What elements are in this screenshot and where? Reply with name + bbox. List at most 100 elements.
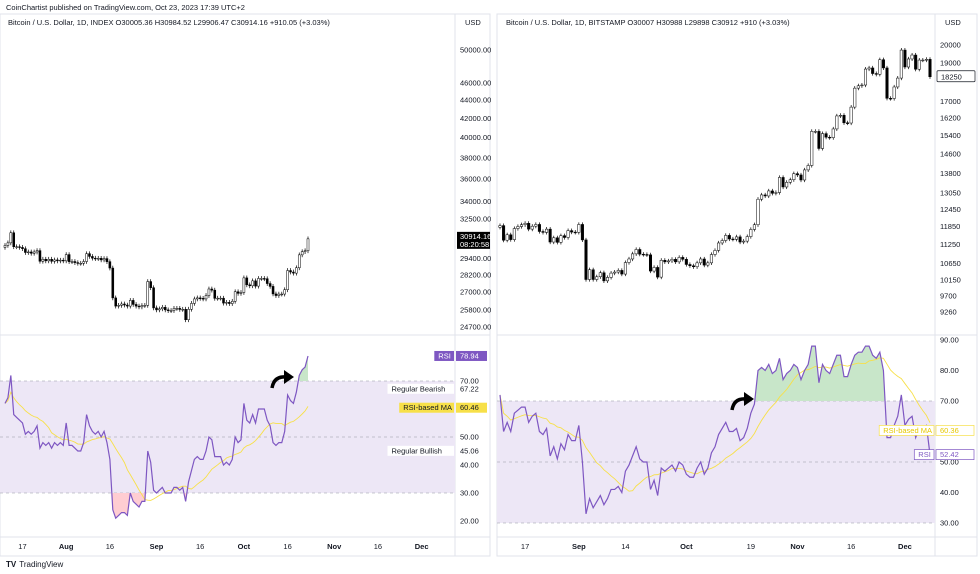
candle [166,307,170,314]
candle [584,237,588,282]
candle [537,222,541,234]
time-tick-label: Oct [680,542,693,551]
candle [117,302,120,309]
candle [137,303,141,310]
candle [149,279,152,291]
candle [190,301,193,312]
candle [187,306,190,323]
candle [860,82,864,88]
candle [140,303,144,310]
candle [541,229,545,235]
candle [207,286,211,298]
candle [717,240,721,253]
candle [123,301,126,308]
candle [899,47,903,81]
candle [9,230,13,246]
countdown-label: 08:20:58 [460,240,489,249]
time-tick-label: 16 [374,542,382,551]
price-tick-label: 36000.00 [460,175,491,184]
candle [129,298,132,309]
candle [44,256,48,264]
last-price-marker [936,70,976,83]
right-currency-button[interactable]: USD [945,18,961,27]
candle [76,260,80,266]
candle [756,197,760,227]
candle [85,251,88,264]
candle [889,96,893,101]
rsi-tick-label: 70.00 [940,397,959,406]
candle [738,234,742,245]
chart-left[interactable]: 50000.00 46000.00 44000.00 42000.00 40000.00… [0,13,491,557]
price-tick-label: 9260 [940,308,957,317]
price-tick-label: 20000 [940,41,961,50]
candle [842,113,846,125]
time-tick-label: Dec [415,542,429,551]
chart-frame [496,13,978,557]
candle [152,285,155,311]
left-chart-title: Bitcoin / U.S. Dollar, 1D, INDEX O30005.… [8,18,330,27]
candle [824,131,828,140]
rsi-tick-label: 80.00 [940,366,959,375]
rsi-label-rsi-based-ma: RSI-based MA 60.46 [399,402,487,413]
candle [498,223,502,230]
rsi-tick-label: 40.00 [940,488,959,497]
candle [731,236,735,242]
candle [652,265,656,274]
publisher-line: CoinChartist published on TradingView.co… [6,3,245,12]
candle [874,71,878,77]
candle [885,65,889,101]
candle [21,245,24,252]
candle [228,299,231,306]
candle [666,258,670,264]
candle [505,232,509,243]
chart-frame [0,13,491,557]
rsi-label-rsi-based-ma: RSI-based MA 60.36 [878,425,975,436]
rsi-tick-label: 30.00 [940,519,959,528]
candle [24,246,27,255]
candle [914,52,918,72]
left-currency-button[interactable]: USD [465,18,481,27]
price-tick-label: 32500.00 [460,215,491,224]
candle [286,268,289,293]
candle [251,278,254,289]
price-tick-label: 16200 [940,114,961,123]
rsi-tick-label: 20.00 [460,517,479,526]
candle [300,249,304,258]
candle [245,275,249,288]
time-tick-label: Oct [238,542,251,551]
candle [519,222,524,229]
price-tick-label: 38000.00 [460,153,491,162]
candle [94,255,97,261]
candle [248,282,252,289]
candle [178,306,182,312]
candle [810,129,814,168]
candle [530,224,534,232]
candle [64,252,68,264]
rsi-label-value: 60.36 [940,426,959,435]
candle [781,175,785,190]
candle [274,291,278,298]
candle [306,236,310,254]
candle [196,295,199,302]
candle [792,171,796,182]
candle [609,271,613,280]
candle [18,244,21,250]
candle [146,279,150,308]
candle [699,256,703,265]
candle [555,235,559,245]
chart-right[interactable]: 20000 19000 17000 16200 15400 14600 13800 13050… [496,13,978,557]
candle [853,86,857,110]
candle [777,175,782,195]
candle [724,233,728,243]
candle [283,287,286,297]
price-tick-label: 11850 [940,222,960,231]
price-tick-label: 9700 [940,291,957,300]
last-price-marker [457,231,490,249]
price-tick-label: 34000.00 [460,197,491,206]
candle [734,234,739,242]
rsi-label-regular-bearish: Regular Bearish 67.22 [387,383,479,394]
candle [163,304,167,313]
candle [573,230,577,235]
rsi-label-name: RSI [918,450,931,459]
